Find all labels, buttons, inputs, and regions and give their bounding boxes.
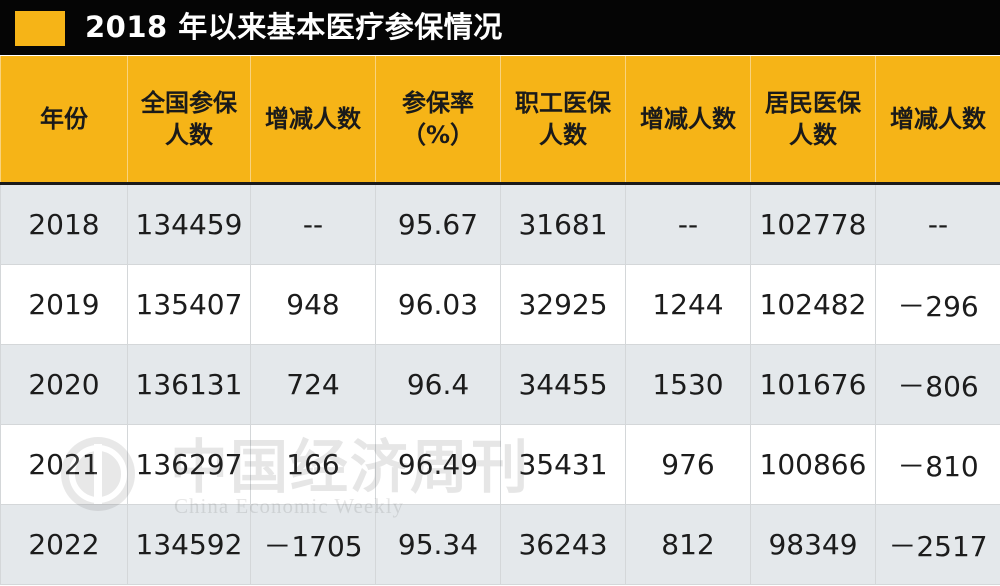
cell-coverage-rate: 96.03 [375,264,501,345]
cell-employee-change: 1244 [625,264,751,345]
cell-total-change: 166 [250,424,376,505]
header-line: （%） [401,121,475,149]
cell-total-insured: 136131 [127,344,251,425]
header-coverage-rate: 参保率 （%） [375,56,501,185]
header-line: 人数 [165,121,213,149]
header-line: 职工医保 [515,89,611,117]
cell-resident-change: －806 [875,344,1000,425]
title-accent-block [15,11,65,46]
cell-resident-insured: 102778 [750,183,876,265]
cell-employee-insured: 31681 [500,183,626,265]
cell-total-change: 724 [250,344,376,425]
header-line: 人数 [539,121,587,149]
cell-year: 2022 [0,504,128,585]
cell-employee-change: 812 [625,504,751,585]
insurance-table: 年份 全国参保人数 增减人数 参保率 （%） 职工医保人数 增减人数 居民医保人数… [0,56,1000,585]
cell-employee-change: -- [625,183,751,265]
cell-employee-change: 1530 [625,344,751,425]
header-year: 年份 [0,56,128,185]
cell-employee-insured: 36243 [500,504,626,585]
cell-total-insured: 134459 [127,183,251,265]
header-line: 全国参保 [141,89,237,117]
cell-coverage-rate: 95.67 [375,183,501,265]
header-line: 增减人数 [640,105,736,133]
cell-coverage-rate: 95.34 [375,504,501,585]
cell-employee-insured: 35431 [500,424,626,505]
cell-coverage-rate: 96.4 [375,344,501,425]
cell-total-insured: 134592 [127,504,251,585]
cell-resident-insured: 98349 [750,504,876,585]
cell-coverage-rate: 96.49 [375,424,501,505]
table-row: 2022 134592 －1705 95.34 36243 812 98349 … [0,504,1000,585]
cell-total-insured: 136297 [127,424,251,505]
cell-total-change: -- [250,183,376,265]
header-total-insured: 全国参保 人数 [127,56,251,185]
cell-total-insured: 135407 [127,264,251,345]
cell-resident-insured: 100866 [750,424,876,505]
cell-year: 2021 [0,424,128,505]
cell-resident-change: －2517 [875,504,1000,585]
cell-employee-insured: 34455 [500,344,626,425]
table-row: 2020 136131 724 96.4 34455 1530 101676 －… [0,344,1000,425]
cell-employee-insured: 32925 [500,264,626,345]
header-resident-change: 增减人数 [875,56,1000,185]
cell-year: 2018 [0,183,128,265]
cell-year: 2019 [0,264,128,345]
table-row: 2019 135407 948 96.03 32925 1244 102482 … [0,264,1000,345]
table-row: 2018 134459 -- 95.67 31681 -- 102778 -- [0,183,1000,265]
cell-resident-change: －810 [875,424,1000,505]
cell-resident-insured: 102482 [750,264,876,345]
table-row: 2021 136297 166 96.49 35431 976 100866 －… [0,424,1000,505]
cell-total-change: 948 [250,264,376,345]
cell-resident-insured: 101676 [750,344,876,425]
cell-employee-change: 976 [625,424,751,505]
header-line: 增减人数 [890,105,986,133]
cell-resident-change: -- [875,183,1000,265]
title-bar: 2018 年以来基本医疗参保情况 [0,0,1000,55]
cell-total-change: －1705 [250,504,376,585]
table-header-row: 年份 全国参保人数 增减人数 参保率 （%） 职工医保人数 增减人数 居民医保人数… [0,56,1000,185]
header-line: 增减人数 [265,105,361,133]
cell-resident-change: －296 [875,264,1000,345]
cell-year: 2020 [0,344,128,425]
header-resident-insured: 居民医保 人数 [750,56,876,185]
header-employee-change: 增减人数 [625,56,751,185]
header-line: 居民医保 [765,89,861,117]
header-employee-insured: 职工医保 人数 [500,56,626,185]
page-title: 2018 年以来基本医疗参保情况 [85,10,503,44]
header-line: 参保率 [402,89,474,117]
header-total-change: 增减人数 [250,56,376,185]
header-line: 年份 [40,105,88,133]
header-line: 人数 [789,121,837,149]
